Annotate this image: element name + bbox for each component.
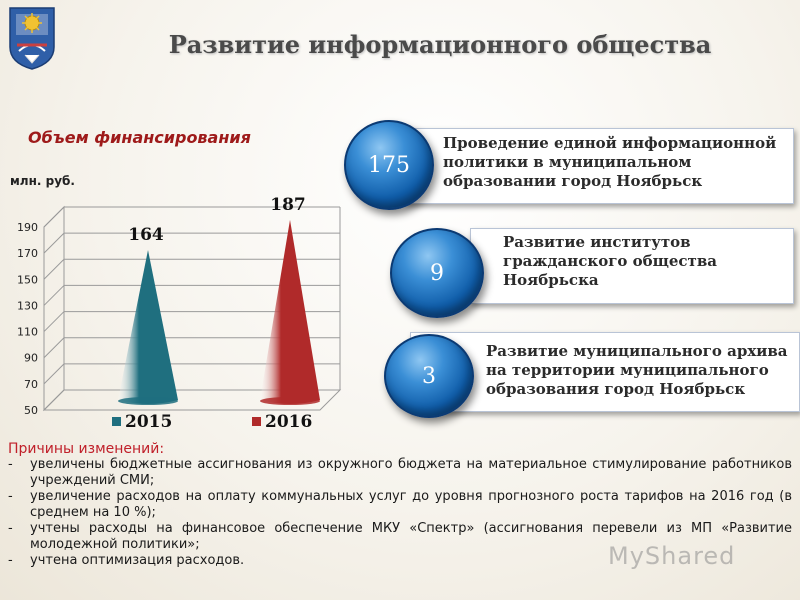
funding-box-3 — [410, 332, 800, 412]
funding-box-3-line-1: Развитие муниципального архива — [486, 342, 788, 360]
reason-text: увеличены бюджетные ассигнования из окру… — [30, 457, 792, 488]
page-title: Развитие информационного общества — [168, 30, 712, 59]
reason-item: - учтена оптимизация расходов. — [8, 553, 792, 569]
funding-box-1-line-3: образовании город Ноябрьск — [443, 172, 703, 190]
funding-box-2-line-3: Ноябрьска — [503, 271, 599, 289]
legend-label-2016: 2016 — [265, 412, 312, 432]
y-tick-label: 170 — [17, 247, 38, 260]
funding-box-3-line-3: образования город Ноябрьск — [486, 380, 746, 398]
grid-line-side — [43, 232, 65, 254]
reason-text: увеличение расходов на оплату коммунальн… — [30, 489, 792, 520]
reason-dash: - — [8, 553, 13, 568]
data-label-2016: 187 — [270, 195, 306, 215]
funding-value-badge-3: 3 — [384, 334, 474, 418]
coat-of-arms-emblem — [9, 7, 55, 70]
watermark-text: MyShared — [608, 542, 736, 570]
data-label-2015: 164 — [128, 225, 164, 245]
grid-line-side — [43, 285, 65, 306]
reason-dash: - — [8, 521, 13, 536]
grid-line-side — [43, 206, 65, 228]
unit-label: млн. руб. — [10, 174, 75, 188]
y-tick-label: 70 — [24, 378, 38, 391]
reason-text: учтены расходы на финансовое обеспечение… — [30, 521, 792, 552]
grid-line-side — [43, 258, 65, 280]
funding-chart: 50 70 90 110 130 150 170 190 164 187 2015 2016 — [17, 195, 342, 432]
funding-heading: Объем финансирования — [28, 128, 251, 147]
reason-item: - увеличение расходов на оплату коммунал… — [8, 489, 792, 521]
funding-box-3-line-2: на территории муниципального — [486, 361, 769, 379]
chart-side-wall — [43, 205, 65, 412]
funding-box-3-text: Развитие муниципального архива на террит… — [486, 342, 798, 399]
grid-line-side — [43, 363, 65, 385]
reason-text: учтена оптимизация расходов. — [30, 553, 245, 568]
cone-bar-2016 — [260, 219, 320, 404]
y-tick-label: 150 — [17, 273, 38, 286]
y-tick-label: 90 — [24, 352, 38, 365]
funding-value-badge-1: 175 — [344, 120, 434, 210]
cone-base-2015 — [118, 397, 178, 405]
y-tick-label: 190 — [17, 221, 38, 234]
funding-box-2-line-2: гражданского общества — [503, 252, 717, 270]
reason-item: - учтены расходы на финансовое обеспечен… — [8, 521, 792, 553]
funding-box-1-line-2: политики в муниципальном — [443, 153, 692, 171]
grid-line-side — [43, 389, 65, 411]
y-tick-label: 130 — [17, 299, 38, 312]
reason-item: - увеличены бюджетные ассигнования из ок… — [8, 457, 792, 489]
cone-base-2016 — [260, 397, 320, 405]
grid-line-side — [43, 311, 65, 332]
y-tick-label: 50 — [24, 404, 38, 417]
funding-box-1-text: Проведение единой информационной политик… — [443, 134, 793, 191]
legend-label-2015: 2015 — [125, 412, 172, 432]
funding-box-2-line-1: Развитие институтов — [503, 233, 691, 251]
cone-bar-2015 — [118, 249, 178, 404]
grid-line-side — [43, 337, 65, 359]
funding-value-badge-2: 9 — [390, 228, 484, 318]
reasons-block: Причины изменений: - увеличены бюджетные… — [8, 441, 792, 569]
funding-box-2 — [470, 228, 794, 304]
reasons-title: Причины изменений: — [8, 441, 165, 457]
reason-dash: - — [8, 489, 13, 504]
legend-swatch-2016 — [252, 417, 261, 426]
funding-box-1-line-1: Проведение единой информационной — [443, 134, 777, 152]
y-tick-label: 110 — [17, 326, 38, 339]
funding-box-2-text: Развитие институтов гражданского обществ… — [503, 233, 783, 290]
legend-swatch-2015 — [112, 417, 121, 426]
funding-box-1 — [404, 128, 794, 204]
reason-dash: - — [8, 457, 13, 472]
